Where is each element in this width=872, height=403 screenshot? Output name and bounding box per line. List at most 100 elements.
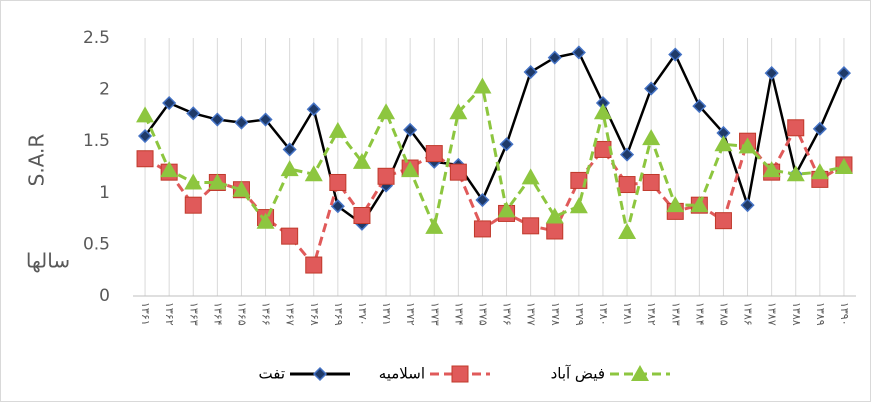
x-tick-label: ۱۳۸۹	[814, 302, 827, 326]
x-tick-label: ۱۳۷۸	[549, 302, 562, 326]
x-tick-label: ۱۳۷۶	[501, 302, 514, 326]
marker	[425, 145, 443, 163]
x-tick-label: ۱۳۸۸	[790, 302, 803, 326]
y-tick-label: 1	[99, 183, 110, 203]
marker	[328, 121, 347, 138]
marker	[281, 227, 299, 245]
marker	[234, 115, 249, 130]
x-tick-label: ۱۳۶۶	[260, 302, 273, 326]
x-tick-label: ۱۳۶۹	[332, 302, 345, 326]
marker	[762, 161, 781, 178]
x-tick-label: ۱۳۶۸	[308, 302, 321, 326]
marker	[523, 64, 538, 80]
x-tick-label: ۱۳۶۱	[139, 302, 152, 326]
legend-item: تفت	[259, 365, 350, 383]
marker	[499, 137, 514, 152]
marker	[569, 197, 588, 214]
legend-label: اسلامیه	[379, 365, 425, 383]
x-tick-label: ۱۳۸۳	[669, 302, 682, 326]
x-tick-label: ۱۳۶۷	[284, 302, 297, 326]
marker	[810, 163, 829, 180]
x-tick-label: ۱۳۷۴	[452, 302, 465, 326]
marker	[232, 180, 251, 197]
marker	[571, 45, 586, 60]
marker	[258, 112, 273, 127]
x-tick-label: ۱۳۶۵	[235, 302, 248, 326]
marker	[403, 122, 418, 137]
marker	[631, 365, 649, 381]
marker	[714, 135, 733, 152]
marker	[353, 207, 371, 225]
y-tick-label: 2	[99, 80, 110, 100]
marker	[451, 365, 469, 383]
x-tick-label: ۱۳۷۷	[525, 302, 538, 326]
marker	[545, 207, 564, 224]
marker	[475, 192, 490, 208]
marker	[764, 66, 779, 81]
marker	[280, 160, 299, 177]
marker	[644, 81, 659, 96]
marker	[425, 217, 444, 234]
marker	[137, 128, 153, 144]
legend-item: فیض آباد	[551, 365, 670, 383]
marker	[377, 167, 395, 185]
x-tick-label: ۱۳۷۵	[476, 302, 489, 326]
marker	[306, 102, 321, 117]
x-tick-label: ۱۳۷۱	[380, 302, 393, 326]
marker	[256, 212, 275, 229]
marker	[312, 366, 328, 382]
marker	[690, 196, 709, 213]
x-tick-label: ۱۳۸۶	[742, 302, 755, 326]
x-tick-label: ۱۳۶۲	[163, 302, 176, 326]
x-tick-label: ۱۳۸۲	[645, 302, 658, 326]
marker	[304, 165, 323, 182]
x-tick-label: ۱۳۷۳	[428, 302, 441, 326]
marker	[714, 212, 732, 230]
legend-label: تفت	[259, 365, 286, 383]
marker	[352, 152, 371, 169]
x-tick-label: ۱۳۸۴	[693, 302, 706, 326]
marker	[836, 66, 852, 81]
x-tick-label: ۱۳۸۰	[597, 302, 610, 326]
marker	[473, 220, 491, 238]
marker	[642, 173, 660, 191]
marker	[329, 173, 347, 191]
x-tick-label: ۱۳۷۰	[356, 302, 369, 326]
marker	[160, 161, 179, 178]
marker	[618, 176, 636, 194]
y-tick-label: 2.5	[83, 28, 110, 48]
marker	[786, 165, 805, 182]
marker	[282, 142, 297, 157]
marker	[497, 201, 516, 218]
marker	[136, 106, 155, 123]
marker	[184, 196, 202, 214]
marker	[449, 103, 468, 120]
marker	[305, 256, 323, 274]
marker	[377, 103, 396, 120]
marker	[136, 150, 154, 168]
x-tick-label: ۱۳۸۷	[766, 302, 779, 326]
marker	[642, 129, 661, 146]
marker	[666, 196, 685, 213]
marker	[546, 222, 564, 240]
marker	[547, 50, 562, 65]
marker	[594, 140, 612, 158]
marker	[668, 47, 683, 62]
marker	[184, 173, 203, 190]
y-axis-label: S.A.R	[25, 134, 49, 187]
series-line	[143, 83, 845, 233]
x-tick-label: ۱۳۸۵	[717, 302, 730, 326]
x-tick-label: ۱۳۷۲	[404, 302, 417, 326]
marker	[618, 223, 637, 240]
x-tick-label: ۱۳۶۴	[211, 302, 224, 326]
x-tick-label: ۱۳۹۰	[838, 302, 851, 326]
y-tick-label: 1.5	[83, 131, 110, 151]
marker	[521, 168, 540, 185]
marker	[738, 137, 757, 154]
marker	[522, 217, 540, 235]
marker	[186, 106, 201, 121]
marker	[740, 198, 755, 213]
x-tick-label: ۱۳۶۳	[187, 302, 200, 326]
marker	[619, 147, 635, 162]
